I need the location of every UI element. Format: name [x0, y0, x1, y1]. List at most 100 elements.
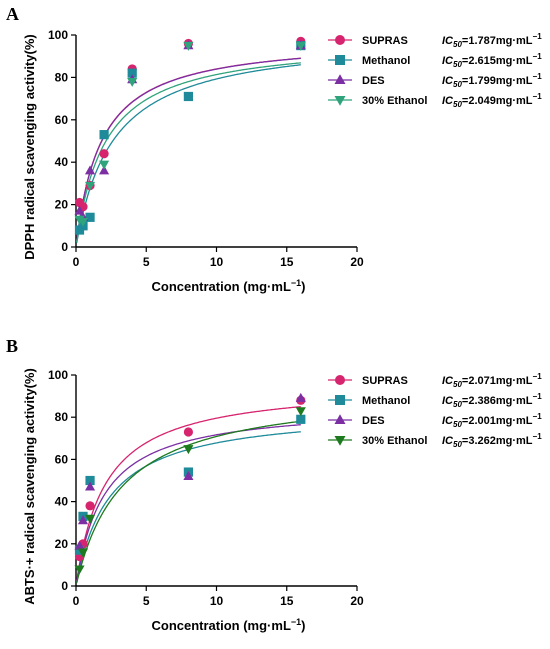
legend-marker	[334, 74, 346, 84]
legend-label: DES	[362, 415, 385, 427]
data-point	[84, 181, 96, 191]
x-tick-label: 10	[210, 594, 224, 608]
ic50-label: IC50=3.262mg·mL−1	[442, 432, 542, 449]
y-tick-label: 40	[55, 495, 69, 509]
legend-marker	[335, 55, 345, 65]
legend-marker	[334, 436, 346, 446]
data-point	[99, 130, 109, 140]
fit-curve-3	[76, 62, 301, 243]
x-axis-title-main: Concentration (mg·mL	[152, 279, 291, 294]
ic50-label: IC50=1.799mg·mL−1	[442, 72, 542, 89]
legend-marker	[335, 35, 345, 45]
legend-label: SUPRAS	[362, 35, 408, 47]
legend-label: SUPRAS	[362, 375, 408, 387]
x-tick-label: 20	[350, 255, 364, 269]
series-1	[74, 41, 306, 235]
series-0	[74, 36, 306, 212]
data-point	[127, 77, 138, 87]
ic50-sub: 50	[453, 380, 462, 389]
data-point	[84, 514, 96, 524]
y-tick-label: 0	[61, 240, 68, 254]
ic50-prefix: IC	[442, 55, 454, 67]
data-point	[85, 475, 95, 486]
ic50-value: =2.615mg·mL	[462, 55, 533, 67]
y-tick-label: 60	[55, 113, 69, 127]
data-point	[183, 470, 194, 480]
ic50-value: =2.049mg·mL	[462, 95, 533, 107]
ic50-sup: −1	[533, 32, 543, 41]
series-2	[74, 392, 306, 550]
legend-marker	[335, 375, 345, 385]
legend-label: DES	[362, 75, 385, 87]
data-point	[296, 414, 306, 424]
legend-label: Methanol	[362, 395, 410, 407]
ic50-sub: 50	[453, 80, 462, 89]
legend-label: 30% Ethanol	[362, 435, 427, 447]
ic50-sup: −1	[533, 372, 543, 381]
data-point	[183, 427, 193, 437]
ic50-prefix: IC	[442, 75, 454, 87]
x-tick-label: 10	[210, 255, 224, 269]
ic50-value: =2.071mg·mL	[462, 375, 533, 387]
data-point	[127, 68, 137, 78]
x-tick-label: 20	[350, 594, 364, 608]
legend-marker	[334, 96, 346, 106]
x-axis-title-close: )	[301, 618, 305, 633]
ic50-sub: 50	[453, 420, 462, 429]
panel-label: A	[6, 4, 19, 24]
chart-panel-b: B 0 5 10 15 20 0 20 40 60 80 100 Concentration (mg·m…	[6, 336, 542, 633]
data-point	[74, 205, 85, 215]
data-point	[99, 165, 110, 175]
ic50-label: IC50=1.787mg·mL−1	[442, 32, 542, 49]
y-axis-title: DPPH radical scavenging activity(%)	[22, 34, 37, 259]
y-tick-label: 0	[61, 579, 68, 593]
x-axis-title-sup: −1	[291, 617, 301, 627]
data-point	[183, 445, 194, 455]
y-tick-label: 80	[55, 410, 69, 424]
fit-curve-2	[76, 57, 301, 242]
ic50-label: IC50=2.071mg·mL−1	[442, 372, 542, 389]
data-point	[85, 212, 95, 222]
fit-curve-3	[76, 420, 301, 584]
x-axis-title: Concentration (mg·mL−1)	[152, 278, 306, 294]
fit-curve-2	[76, 424, 301, 582]
y-axis-title: ABTS·+ radical scavenging activity(%)	[22, 368, 37, 605]
x-tick-label: 15	[280, 594, 294, 608]
legend-label: Methanol	[362, 55, 410, 67]
data-point	[295, 41, 306, 51]
data-point	[84, 481, 96, 491]
ic50-prefix: IC	[442, 35, 454, 47]
ic50-sub: 50	[453, 400, 462, 409]
x-axis-title-sup: −1	[291, 278, 301, 288]
data-point	[77, 217, 89, 227]
ic50-label: IC50=2.386mg·mL−1	[442, 392, 542, 409]
fit-curve-1	[76, 64, 301, 244]
y-tick-label: 20	[55, 198, 69, 212]
data-point	[74, 565, 85, 575]
ic50-sup: −1	[533, 392, 543, 401]
ic50-sub: 50	[453, 60, 462, 69]
ic50-sup: −1	[533, 92, 543, 101]
series-2	[74, 40, 306, 221]
y-tick-label: 100	[48, 368, 68, 382]
data-point	[295, 392, 306, 402]
legend-marker	[334, 414, 346, 424]
x-tick-label: 5	[143, 594, 150, 608]
x-axis-title-close: )	[301, 279, 305, 294]
x-axis-title: Concentration (mg·mL−1)	[152, 617, 306, 633]
data-point	[85, 501, 95, 511]
y-tick-label: 60	[55, 452, 69, 466]
legend-marker	[335, 395, 345, 405]
series-3	[74, 407, 306, 575]
y-tick-label: 40	[55, 155, 69, 169]
ic50-prefix: IC	[442, 435, 454, 447]
ic50-sub: 50	[453, 100, 462, 109]
ic50-prefix: IC	[442, 95, 454, 107]
data-point	[99, 160, 110, 170]
ic50-sub: 50	[453, 40, 462, 49]
ic50-prefix: IC	[442, 395, 454, 407]
fit-curve-1	[76, 431, 301, 583]
ic50-value: =1.787mg·mL	[462, 35, 533, 47]
x-axis-title-main: Concentration (mg·mL	[152, 618, 291, 633]
